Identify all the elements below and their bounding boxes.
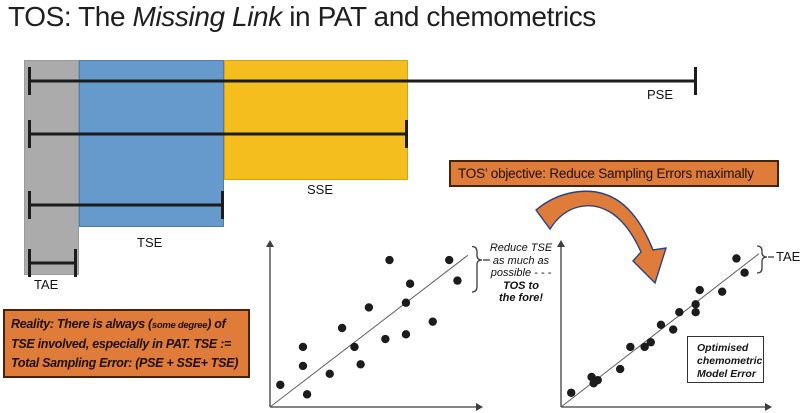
page-title: TOS: The Missing Link in PAT and chemome… bbox=[8, 1, 596, 33]
tae-label: TAE bbox=[34, 277, 59, 292]
tse-color-block bbox=[79, 60, 224, 227]
scatter-after-tos bbox=[553, 239, 773, 411]
sse-color-block bbox=[224, 60, 408, 180]
sse-label: SSE bbox=[307, 182, 334, 197]
tos-objective-banner: TOS’ objective: Reduce Sampling Errors m… bbox=[449, 160, 779, 187]
title-emphasis: Missing Link bbox=[132, 1, 283, 32]
reality-line-2: TSE involved, especially in PAT. TSE := bbox=[11, 337, 231, 351]
reality-note: Reality: There is always (some degree) o… bbox=[3, 309, 250, 378]
tae-callout-label: TAE bbox=[776, 249, 800, 264]
pse-label: PSE bbox=[647, 87, 674, 102]
tae-color-block bbox=[24, 60, 79, 275]
tse-label: TSE bbox=[137, 235, 163, 250]
reality-line-1: Reality: There is always (some degree) o… bbox=[11, 317, 226, 331]
reality-line-3: Total Sampling Error: (PSE + SSE+ TSE) bbox=[11, 356, 239, 370]
title-suffix: in PAT and chemometrics bbox=[281, 1, 596, 32]
scatter-before-tos bbox=[262, 239, 484, 411]
title-prefix: TOS: The bbox=[8, 1, 133, 32]
optimised-model-error-box: Optimised chemometric Model Error bbox=[687, 336, 764, 383]
reduce-tse-note: Reduce TSE as much as possible - - - TOS… bbox=[489, 242, 553, 305]
